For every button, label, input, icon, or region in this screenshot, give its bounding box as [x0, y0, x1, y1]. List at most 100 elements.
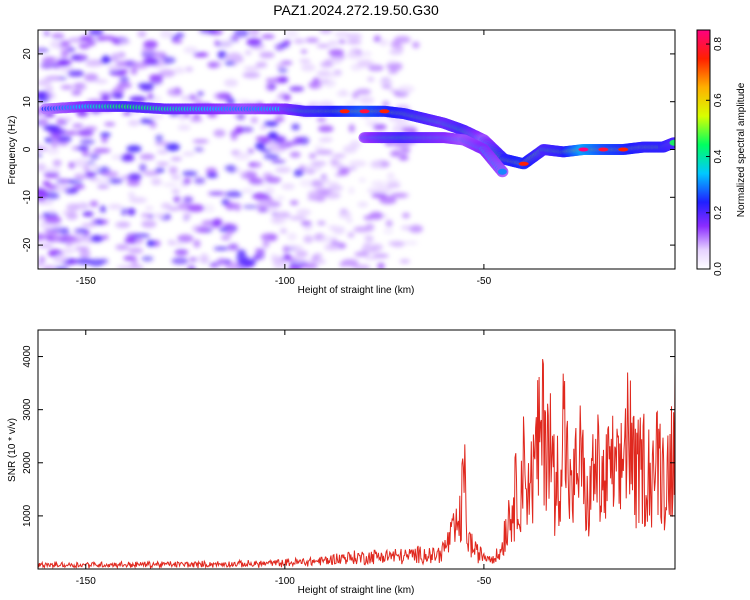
noise-blob [97, 184, 110, 189]
noise-blob [344, 101, 357, 106]
colorbar-tick-label: 0.8 [713, 37, 724, 51]
noise-blob [348, 166, 357, 171]
noise-blob [87, 40, 96, 46]
noise-blob [328, 48, 345, 57]
noise-blob [38, 142, 44, 147]
noise-blob [67, 179, 83, 185]
noise-blob [280, 228, 287, 234]
noise-blob [351, 91, 360, 100]
noise-blob [119, 76, 130, 83]
spectrogram-y-tick-label: -20 [22, 237, 33, 252]
noise-blob [364, 235, 374, 241]
noise-blob [265, 78, 274, 83]
noise-blob [99, 205, 107, 213]
noise-blob [126, 179, 141, 187]
noise-blob [45, 167, 61, 174]
noise-blob [217, 257, 227, 267]
noise-blob [152, 51, 165, 58]
noise-blob [387, 69, 398, 74]
noise-blob [393, 192, 410, 199]
ridge-main-peak [359, 109, 370, 114]
noise-blob [187, 264, 196, 269]
noise-blob [127, 119, 140, 127]
noise-blob [400, 225, 413, 231]
noise-blob [160, 202, 172, 209]
colorbar-ticks: 0.0 0.2 0.4 0.6 0.8 [706, 37, 724, 276]
noise-blob [101, 136, 108, 144]
noise-blob [289, 151, 301, 158]
noise-blob [60, 117, 74, 121]
noise-blob [369, 211, 383, 220]
noise-blob [317, 220, 326, 226]
noise-blob [60, 248, 76, 254]
noise-blob [260, 148, 272, 153]
noise-blob [328, 185, 344, 191]
noise-blob [338, 166, 351, 174]
noise-blob [275, 167, 292, 173]
noise-blob [83, 165, 90, 172]
noise-blob [86, 160, 97, 165]
noise-blob [159, 30, 174, 39]
noise-blob [192, 139, 209, 144]
noise-blob [247, 148, 254, 154]
noise-blob [43, 30, 50, 37]
noise-blob [139, 153, 155, 160]
noise-blob [348, 186, 355, 195]
snr-y-tick-label: 4000 [22, 345, 33, 368]
noise-blob [259, 124, 267, 130]
noise-blob [214, 40, 221, 47]
noise-blob [408, 224, 423, 233]
snr-y-axis-label: SNR (10 * v/v) [7, 418, 18, 482]
noise-blob [84, 61, 102, 68]
noise-blob [74, 185, 85, 189]
noise-blob [131, 257, 138, 266]
noise-blob [177, 124, 191, 131]
noise-blob [255, 136, 271, 142]
noise-blob [238, 258, 256, 267]
noise-blob [44, 215, 62, 224]
noise-blob [241, 188, 254, 193]
spectrogram-x-tick-label: -50 [477, 276, 492, 287]
noise-blob [72, 123, 84, 129]
noise-blob [180, 95, 190, 101]
noise-blob [111, 92, 123, 99]
noise-blob [139, 163, 147, 172]
noise-blob [99, 258, 109, 265]
noise-blob [101, 94, 110, 102]
noise-blob [46, 184, 58, 190]
ridge-secondary-core [497, 168, 507, 175]
ridge-main-peak [339, 109, 350, 114]
noise-blob [140, 85, 154, 92]
noise-blob [141, 220, 157, 229]
noise-blob [260, 233, 278, 241]
noise-blob [42, 181, 51, 186]
noise-blob [194, 147, 204, 152]
noise-blob [186, 204, 205, 213]
noise-blob [236, 249, 246, 257]
noise-blob [271, 159, 286, 164]
noise-blob [300, 63, 316, 72]
noise-blob [389, 88, 397, 93]
noise-blob [385, 219, 393, 228]
noise-blob [388, 241, 405, 246]
noise-blob [38, 163, 47, 172]
noise-blob [43, 191, 60, 200]
noise-blob [116, 265, 135, 269]
noise-blob [300, 49, 308, 54]
spectrogram-x-axis-label: Height of straight line (km) [298, 285, 415, 296]
noise-blob [371, 243, 383, 252]
noise-blob [212, 218, 223, 227]
noise-blob [278, 143, 292, 149]
noise-blob [96, 179, 111, 184]
noise-blob [200, 253, 209, 261]
noise-blob [171, 189, 180, 194]
noise-blob [282, 94, 291, 101]
noise-blob [55, 254, 68, 263]
noise-blob [148, 114, 164, 119]
noise-blob [250, 116, 258, 124]
noise-blob [193, 239, 201, 248]
noise-blob [131, 174, 142, 180]
noise-blob [183, 196, 194, 204]
noise-blob [53, 183, 70, 192]
noise-blob [197, 91, 204, 96]
